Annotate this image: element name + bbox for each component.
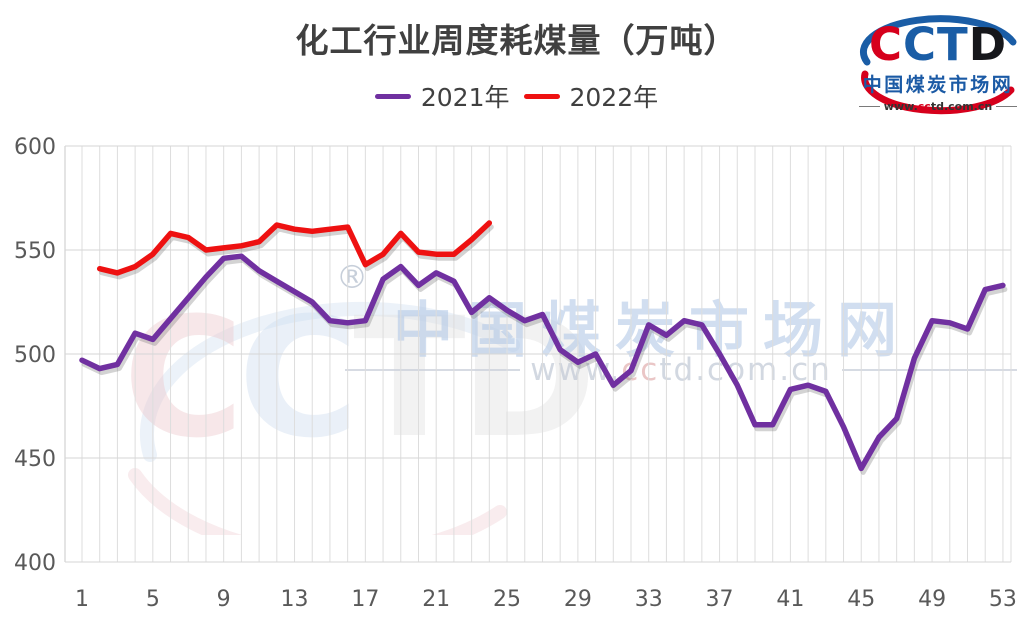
x-tick-label-29: 29 bbox=[564, 587, 592, 612]
x-tick-label-13: 13 bbox=[281, 587, 309, 612]
logo-url-text: www.cctd.com.cn bbox=[883, 100, 993, 113]
series-line-2021年 bbox=[79, 253, 1006, 472]
y-tick-label-450: 450 bbox=[14, 447, 56, 472]
letter-c-0: C bbox=[868, 18, 903, 71]
url-watermark-right-rule bbox=[841, 369, 1017, 371]
x-tick-label-25: 25 bbox=[493, 587, 521, 612]
legend-label-2021: 2021年 bbox=[420, 83, 510, 112]
legend-label-2022: 2022年 bbox=[569, 83, 659, 112]
chart-title: 化工行业周度耗煤量（万吨） bbox=[295, 21, 738, 60]
letter-d-3: D bbox=[968, 18, 1008, 71]
url-watermark-left-rule bbox=[345, 369, 521, 371]
logo-url-left-rule bbox=[859, 106, 880, 107]
y-tick-label-400: 400 bbox=[14, 551, 56, 576]
x-tick-label-33: 33 bbox=[635, 587, 663, 612]
chart-legend: 2021年 2022年 bbox=[0, 78, 1033, 114]
legend-item-2021: 2021年 bbox=[374, 78, 510, 114]
letter-d-3: D bbox=[459, 282, 597, 474]
y-tick-label-500: 500 bbox=[14, 343, 56, 368]
logo-url: www.cctd.com.cn bbox=[853, 100, 1023, 113]
cctd-logo-arcs bbox=[859, 15, 1017, 115]
x-tick-label-41: 41 bbox=[776, 587, 804, 612]
legend-swatch-2022 bbox=[523, 93, 560, 99]
y-tick-label-600: 600 bbox=[14, 135, 56, 160]
x-tick-label-17: 17 bbox=[351, 587, 379, 612]
x-tick-label-9: 9 bbox=[217, 587, 231, 612]
logo-url-right-rule bbox=[996, 106, 1017, 107]
x-tick-label-37: 37 bbox=[706, 587, 734, 612]
legend-swatch-2021 bbox=[374, 93, 411, 99]
series-shadow-2021年 bbox=[81, 257, 1008, 475]
cctd-logo: CCTD 中国煤炭市场网 www.cctd.com.cn bbox=[853, 4, 1023, 122]
x-tick-label-45: 45 bbox=[847, 587, 875, 612]
x-tick-label-49: 49 bbox=[918, 587, 946, 612]
letter-t-2: T bbox=[353, 282, 466, 474]
series-shadow-2022年 bbox=[99, 224, 494, 280]
y-tick-label-550: 550 bbox=[14, 239, 56, 264]
x-tick-label-1: 1 bbox=[75, 587, 89, 612]
series-line-2022年 bbox=[96, 220, 493, 276]
x-tick-label-5: 5 bbox=[146, 587, 160, 612]
x-tick-label-53: 53 bbox=[989, 587, 1017, 612]
letter-c-1: C bbox=[238, 282, 359, 474]
cctd-logo-letters: CCTD bbox=[853, 22, 1023, 68]
letter-c-1: C bbox=[902, 18, 937, 71]
x-tick-label-21: 21 bbox=[422, 587, 450, 612]
legend-item-2022: 2022年 bbox=[523, 78, 659, 114]
letter-t-2: T bbox=[937, 18, 969, 71]
logo-site-name: 中国煤炭市场网 bbox=[862, 74, 1014, 96]
